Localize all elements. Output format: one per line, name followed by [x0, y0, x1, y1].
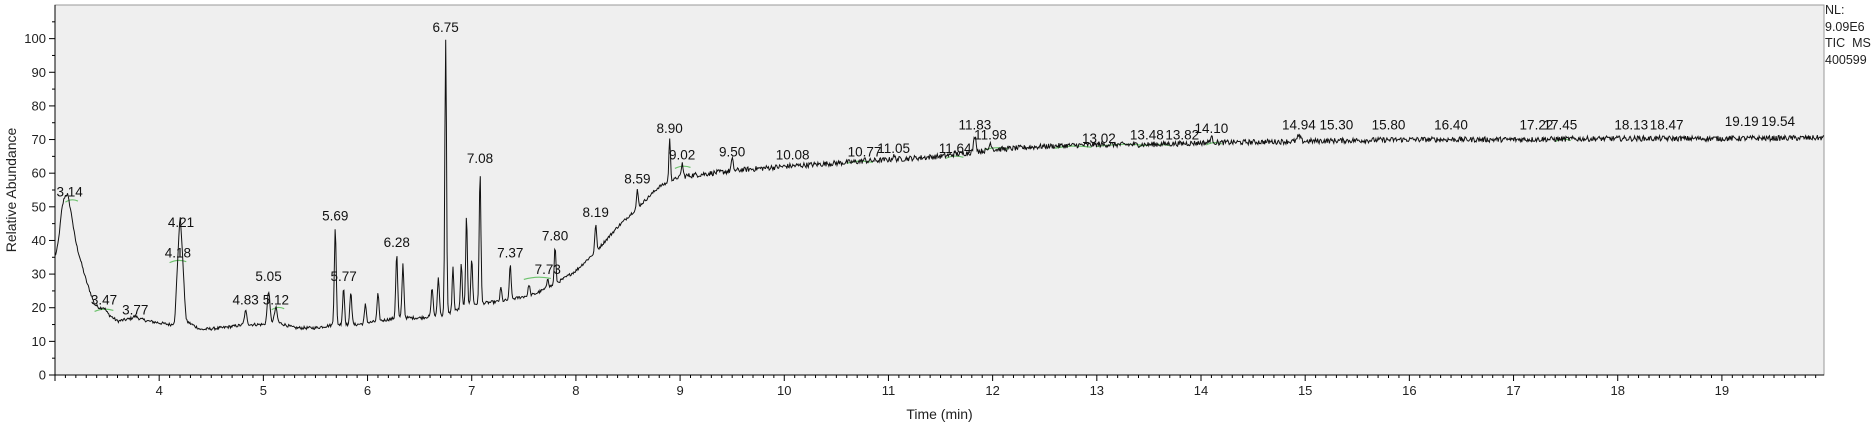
x-tick-label: 18	[1610, 383, 1624, 398]
x-tick-label: 6	[364, 383, 371, 398]
peak-label: 5.12	[263, 292, 289, 307]
peak-label: 3.47	[91, 292, 117, 307]
x-tick-label: 13	[1090, 383, 1104, 398]
peak-label: 11.05	[877, 141, 910, 156]
peak-label: 17.22	[1520, 117, 1554, 132]
x-axis: 4 5 6 7 8 9 10 11 12 13 14 15 16 17 18 19	[54, 374, 1824, 398]
peak-label: 17.45	[1544, 117, 1578, 132]
acquisition-info: NL: 9.09E6 TIC MS 400599	[1825, 2, 1871, 68]
x-tick-label: 19	[1715, 383, 1729, 398]
y-axis-title: Relative Abundance	[3, 128, 19, 253]
peak-label: 10.08	[776, 148, 810, 163]
x-tick-label: 10	[777, 383, 791, 398]
peak-label: 4.83	[233, 292, 259, 307]
y-tick-label: 20	[32, 300, 46, 315]
peak-label: 14.94	[1282, 117, 1316, 132]
y-tick-label: 100	[24, 31, 46, 46]
y-tick-label: 50	[32, 199, 46, 214]
scan-filter: TIC MS	[1825, 36, 1871, 50]
peak-label: 15.30	[1320, 117, 1354, 132]
peak-label: 13.02	[1082, 131, 1116, 146]
peak-label: 7.37	[497, 245, 523, 260]
x-tick-label: 15	[1298, 383, 1312, 398]
x-axis-title: Time (min)	[906, 406, 972, 422]
peak-label: 9.50	[719, 144, 745, 159]
x-tick-label: 9	[676, 383, 683, 398]
peak-label: 4.18	[165, 245, 191, 260]
x-tick-label: 5	[260, 383, 267, 398]
peak-label: 8.59	[624, 171, 650, 186]
file-id: 400599	[1825, 52, 1867, 67]
integration-baseline-mark	[945, 155, 964, 159]
peak-label: 7.08	[467, 151, 493, 166]
peak-label: 13.82	[1165, 128, 1199, 143]
peak-label: 6.28	[384, 235, 410, 250]
nl-value: 9.09E6	[1825, 19, 1865, 34]
x-tick-label: 16	[1402, 383, 1416, 398]
peak-label: 7.73	[535, 262, 561, 277]
x-tick-label: 8	[572, 383, 579, 398]
peak-label: 5.77	[330, 269, 356, 284]
x-tick-label: 17	[1506, 383, 1520, 398]
peak-label: 11.83	[959, 117, 992, 132]
y-tick-label: 80	[32, 98, 46, 113]
x-tick-label: 4	[156, 383, 163, 398]
peak-label: 16.40	[1434, 117, 1468, 132]
peak-label: 15.80	[1372, 117, 1406, 132]
y-tick-label: 70	[32, 132, 46, 147]
peak-label: 3.77	[122, 302, 148, 317]
peak-label: 9.02	[669, 148, 695, 163]
y-tick-label: 30	[32, 267, 46, 282]
tic-trace-line	[54, 39, 1825, 332]
peak-label: 19.54	[1761, 114, 1795, 129]
x-tick-label: 7	[468, 383, 475, 398]
peak-label: 18.47	[1650, 117, 1684, 132]
peak-label: 14.10	[1195, 121, 1229, 136]
plot-area	[54, 4, 1825, 376]
peak-label: 8.19	[583, 205, 609, 220]
peak-label: 11.64	[939, 141, 972, 156]
y-tick-label: 10	[32, 334, 46, 349]
peak-label: 6.75	[433, 20, 459, 35]
peak-label: 5.05	[255, 269, 281, 284]
y-tick-label: 90	[32, 65, 46, 80]
integration-baseline-mark	[271, 306, 285, 311]
integration-baseline-mark	[65, 199, 79, 203]
y-tick-label: 60	[32, 166, 46, 181]
peak-label: 4.21	[168, 215, 194, 230]
peak-label: 3.14	[56, 185, 83, 200]
peak-label: 19.19	[1725, 114, 1759, 129]
y-tick-label: 40	[32, 233, 46, 248]
peak-labels: 3.14 3.47 3.77 4.18 4.21 4.83 5.05 5.12 5.69 5.77…	[56, 20, 1795, 318]
y-tick-label: 0	[39, 368, 46, 383]
peak-label: 5.69	[322, 208, 348, 223]
x-tick-label: 14	[1194, 383, 1208, 398]
peak-label: 7.80	[542, 228, 568, 243]
peak-label: 8.90	[657, 121, 683, 136]
peak-label: 10.77	[848, 144, 882, 159]
x-tick-label: 12	[985, 383, 999, 398]
y-axis: 0 10 20 30 40 50 60 70 80 90 100	[24, 5, 56, 383]
peak-label: 18.13	[1614, 117, 1648, 132]
x-tick-label: 11	[882, 383, 896, 398]
nl-label: NL:	[1825, 3, 1845, 17]
peak-label: 11.98	[974, 128, 1007, 143]
integration-baseline-mark	[523, 276, 552, 281]
peak-label: 13.48	[1130, 128, 1164, 143]
